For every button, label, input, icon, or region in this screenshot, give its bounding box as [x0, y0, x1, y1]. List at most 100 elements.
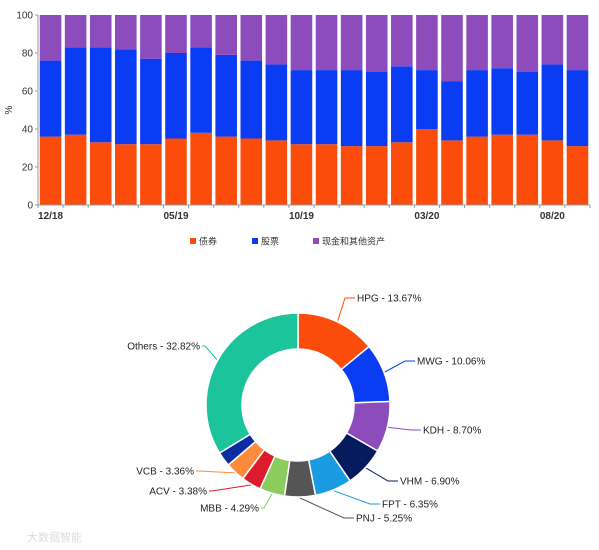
- bar-segment-债券-06/20: [491, 134, 513, 205]
- bar-segment-债券-08/19: [240, 138, 263, 205]
- slice-label: Others - 32.82%: [127, 342, 200, 353]
- x-tick-label: 08/20: [540, 211, 565, 222]
- y-tick-label: 100: [16, 11, 33, 22]
- slice-label: HPG - 13.67%: [357, 294, 422, 305]
- bar-segment-债券-03/19: [115, 144, 137, 205]
- bar-segment-债券-03/20: [416, 129, 438, 205]
- slice-label: KDH - 8.70%: [423, 426, 481, 437]
- slice-label: VCB - 3.36%: [136, 467, 194, 478]
- y-tick-label: 80: [22, 49, 34, 60]
- leader-line: [299, 497, 354, 519]
- bar-segment-债券-04/20: [441, 140, 463, 205]
- bar-segment-债券-01/19: [64, 134, 87, 205]
- leader-line: [366, 467, 398, 482]
- watermark: 大数据智能: [27, 530, 82, 544]
- slice-label: PNJ - 5.25%: [356, 514, 412, 525]
- bar-segment-债券-05/20: [466, 136, 488, 205]
- bar-segment-现金和其他资产-09/19: [265, 15, 288, 65]
- bar-segment-债券-12/18: [39, 136, 62, 205]
- slice-label: FPT - 6.35%: [382, 500, 438, 511]
- bar-segment-债券-01/20: [365, 146, 388, 205]
- bar-segment-现金和其他资产-04/20: [441, 15, 463, 82]
- bar-segment-现金和其他资产-03/19: [115, 15, 137, 50]
- legend: 债券 股票 现金和其他资产: [190, 236, 385, 248]
- bar-segment-债券-11/19: [315, 144, 338, 205]
- slice-label: VHM - 6.90%: [400, 477, 460, 488]
- y-tick-label: 20: [22, 163, 34, 174]
- bar-segment-现金和其他资产-07/20: [516, 15, 539, 72]
- bar-segment-现金和其他资产-08/19: [240, 15, 263, 61]
- bar-segment-债券-08/20: [541, 140, 564, 205]
- leader-line: [333, 490, 380, 505]
- bar-segment-现金和其他资产-04/19: [140, 15, 162, 59]
- bar-segment-现金和其他资产-11/19: [315, 15, 338, 71]
- bar-segment-股票-10/19: [290, 70, 313, 145]
- bar-segment-债券-06/19: [190, 132, 212, 205]
- bar-segment-现金和其他资产-12/18: [39, 15, 62, 61]
- bar-segment-债券-09/19: [265, 140, 288, 205]
- bar-segment-现金和其他资产-01/19: [64, 15, 87, 48]
- legend-label: 现金和其他资产: [322, 236, 385, 248]
- x-tick-label: 05/19: [163, 211, 188, 222]
- bar-segment-股票-06/20: [491, 68, 513, 135]
- bar-segment-股票-08/19: [240, 60, 263, 139]
- bar-segment-股票-02/19: [89, 47, 112, 143]
- x-axis: 12/18 05/19 10/19 03/20 08/20: [37, 204, 591, 222]
- donut-chart: HPG - 13.67% MWG - 10.06% KDH - 8.70% VHM -…: [127, 294, 485, 525]
- bar-segment-股票-05/20: [466, 70, 488, 137]
- bar-segment-股票-01/20: [365, 72, 388, 147]
- bar-segment-现金和其他资产-05/20: [466, 15, 488, 71]
- bar-segment-现金和其他资产-10/19: [290, 15, 313, 71]
- bar-segment-股票-07/20: [516, 72, 539, 135]
- y-tick-label: 40: [22, 125, 34, 136]
- bar-segment-股票-07/19: [215, 54, 237, 137]
- leader-line: [384, 360, 415, 373]
- x-tick-label: 03/20: [414, 211, 439, 222]
- leader-line: [196, 470, 235, 474]
- bar-segment-债券-09/20: [566, 146, 589, 205]
- legend-label: 股票: [261, 237, 279, 248]
- bar-segment-现金和其他资产-12/19: [340, 15, 363, 71]
- bar-segment-股票-09/20: [566, 70, 589, 147]
- bar-segment-现金和其他资产-07/19: [215, 15, 237, 55]
- leader-line: [388, 426, 421, 431]
- bar-segment-股票-12/19: [340, 70, 363, 147]
- watermark-text: 大数据智能: [27, 530, 82, 544]
- leader-line: [209, 484, 251, 492]
- bar-segment-现金和其他资产-02/19: [89, 15, 112, 48]
- leader-line: [202, 345, 218, 360]
- leader-line: [261, 493, 273, 509]
- bar-segment-股票-01/19: [64, 47, 87, 135]
- bar-segment-现金和其他资产-01/20: [365, 15, 388, 72]
- x-tick-label: 10/19: [289, 211, 314, 222]
- slice-label: MBB - 4.29%: [200, 504, 259, 515]
- legend-swatch: [190, 238, 196, 244]
- bar-segment-股票-12/18: [39, 60, 62, 137]
- legend-label: 债券: [199, 236, 217, 248]
- bar-segment-股票-04/19: [140, 58, 162, 145]
- bar-segment-债券-07/20: [516, 134, 539, 205]
- bar-segment-股票-03/20: [416, 70, 438, 129]
- bar-segment-股票-08/20: [541, 64, 564, 141]
- bar-segment-股票-03/19: [115, 49, 137, 145]
- bar-segment-债券-02/20: [391, 142, 413, 205]
- bar-segment-债券-05/19: [165, 138, 187, 205]
- y-axis-label: %: [4, 105, 15, 114]
- bar-series: [39, 15, 589, 205]
- legend-swatch: [313, 238, 319, 244]
- donut-slice-Others: [205, 312, 299, 455]
- bar-segment-债券-10/19: [290, 144, 313, 205]
- bar-segment-股票-02/20: [391, 66, 413, 143]
- stacked-bar-chart: 0 20 40 60 80 100 % 12/18 05/19 10/19 03/20 08/20…: [4, 11, 591, 248]
- bar-segment-债券-07/19: [215, 136, 237, 205]
- y-tick-label: 0: [27, 201, 33, 212]
- bar-segment-现金和其他资产-05/19: [165, 15, 187, 53]
- y-tick-label: 60: [22, 87, 34, 98]
- bar-segment-现金和其他资产-09/20: [566, 15, 589, 71]
- bar-segment-现金和其他资产-08/20: [541, 15, 564, 65]
- bar-segment-债券-04/19: [140, 144, 162, 205]
- legend-swatch: [252, 238, 258, 244]
- bar-segment-现金和其他资产-03/20: [416, 15, 438, 71]
- bar-segment-债券-12/19: [340, 146, 363, 205]
